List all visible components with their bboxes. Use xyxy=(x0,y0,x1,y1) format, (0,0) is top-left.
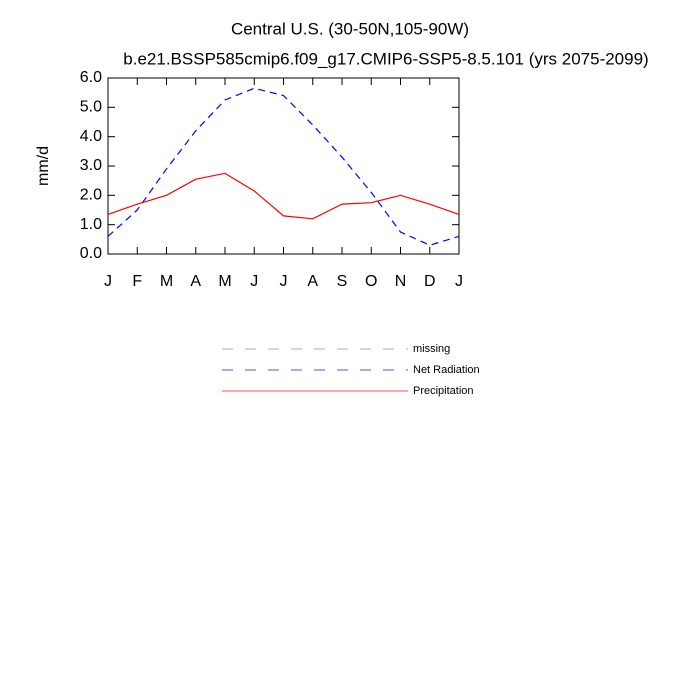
x-tick-label: M xyxy=(160,273,173,290)
plot-frame xyxy=(107,77,460,255)
x-tick-label: M xyxy=(218,273,231,290)
x-tick-label: S xyxy=(337,273,348,290)
x-tick-label: J xyxy=(280,273,288,290)
x-tick-label: F xyxy=(132,273,142,290)
series-line xyxy=(107,87,460,246)
chart-title: Central U.S. (30-50N,105-90W) xyxy=(231,19,469,38)
legend-label: missing xyxy=(413,343,450,355)
y-tick-label: 4.0 xyxy=(80,128,102,145)
x-tick-label: D xyxy=(424,273,436,290)
x-tick-label: N xyxy=(395,273,407,290)
x-tick-label: J xyxy=(455,273,463,290)
y-tick-label: 5.0 xyxy=(80,99,102,116)
x-tick-label: A xyxy=(307,273,318,290)
chart-subtitle: b.e21.BSSP585cmip6.f09_g17.CMIP6-SSP5-8.… xyxy=(123,49,648,68)
x-tick-label: J xyxy=(250,273,258,290)
y-axis-label: mm/d xyxy=(35,146,52,186)
series-line xyxy=(107,172,460,220)
y-tick-label: 2.0 xyxy=(80,187,102,204)
y-tick-label: 1.0 xyxy=(80,216,102,233)
x-tick-label: O xyxy=(365,273,377,290)
legend-label: Net Radiation xyxy=(413,364,480,376)
y-tick-label: 0.0 xyxy=(80,245,102,262)
x-tick-label: J xyxy=(104,273,112,290)
x-tick-label: A xyxy=(190,273,201,290)
legend-label: Precipitation xyxy=(413,385,474,397)
y-tick-label: 3.0 xyxy=(80,157,102,174)
y-tick-label: 6.0 xyxy=(80,69,102,86)
